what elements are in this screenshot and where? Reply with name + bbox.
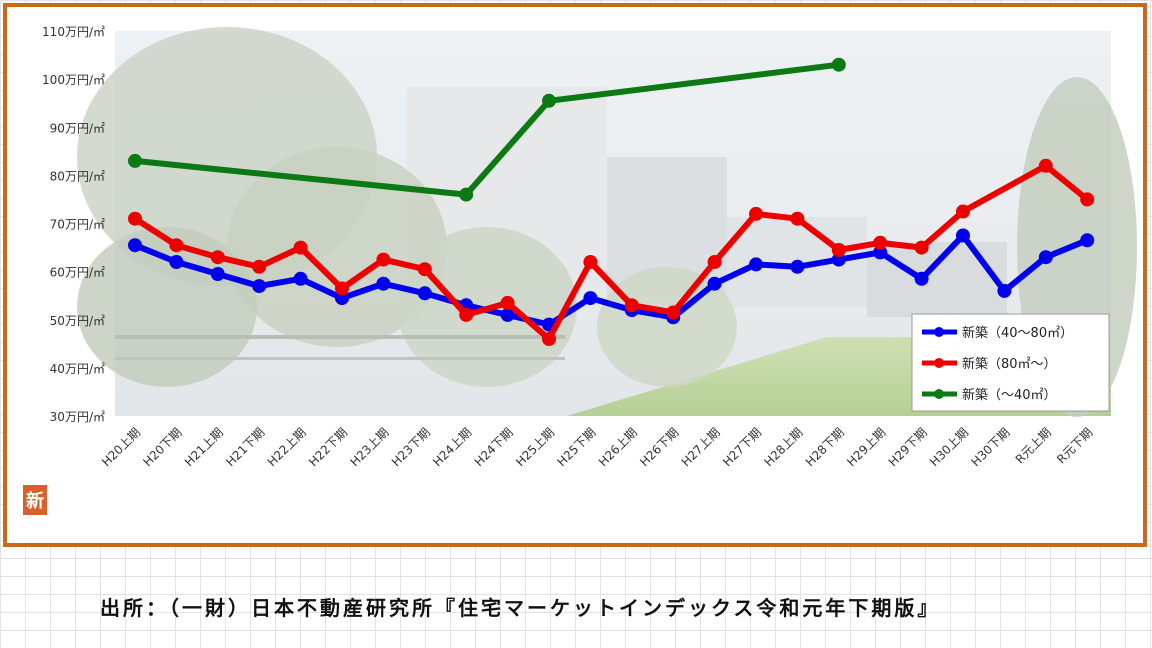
data-point: [583, 291, 598, 306]
data-point: [831, 57, 846, 72]
legend-label: 新築（40～80㎡）: [962, 325, 1073, 341]
y-axis-ticks: 30万円/㎡ 40万円/㎡ 50万円/㎡ 60万円/㎡ 70万円/㎡ 80万円/㎡ 90万円…: [42, 25, 105, 424]
data-point: [997, 283, 1012, 298]
x-tick-label: H28下期: [803, 425, 847, 469]
data-point: [335, 281, 349, 296]
x-tick-label: H25上期: [513, 425, 557, 469]
y-tick-label: 70万円/㎡: [50, 218, 105, 232]
data-point: [376, 276, 391, 291]
data-point: [459, 307, 474, 322]
data-point: [210, 267, 225, 281]
legend-marker: [934, 389, 944, 399]
data-point: [335, 291, 349, 306]
x-tick-label: H30下期: [968, 425, 1012, 469]
data-point: [790, 211, 805, 226]
data-point: [1038, 250, 1053, 265]
x-tick-label: H29上期: [844, 425, 888, 469]
x-tick-label: H24上期: [430, 425, 474, 469]
data-point: [873, 235, 888, 250]
x-tick-label: H23上期: [347, 425, 391, 469]
data-point: [417, 286, 432, 301]
data-point: [873, 245, 888, 260]
series-line: [132, 232, 1091, 328]
x-tick-label: H22下期: [306, 425, 350, 469]
x-tick-label: H20上期: [99, 425, 143, 469]
data-point: [542, 93, 556, 108]
legend-label: 新築（～40㎡）: [962, 387, 1057, 403]
data-point: [956, 228, 970, 243]
data-point: [914, 240, 929, 255]
y-tick-label: 80万円/㎡: [50, 169, 105, 183]
data-point: [128, 238, 142, 253]
x-tick-label: H29下期: [886, 425, 930, 469]
data-point: [1038, 158, 1053, 173]
data-point: [831, 252, 846, 267]
y-tick-label: 30万円/㎡: [50, 410, 105, 424]
x-tick-label: H23下期: [389, 425, 433, 469]
data-point: [252, 259, 267, 274]
series-layer: [128, 57, 1095, 346]
y-tick-label: 40万円/㎡: [50, 362, 105, 376]
legend-label: 新築（80㎡～）: [962, 356, 1057, 372]
y-tick-label: 50万円/㎡: [50, 314, 105, 328]
data-point: [500, 295, 515, 310]
x-tick-label: H30上期: [927, 425, 971, 469]
data-point: [956, 204, 970, 219]
data-point: [500, 307, 515, 322]
data-point: [417, 262, 432, 277]
data-point: [624, 298, 639, 313]
data-point: [707, 276, 722, 291]
legend-marker: [934, 327, 944, 337]
y-tick-label: 100万円/㎡: [42, 73, 105, 87]
data-point: [666, 305, 681, 320]
line-chart: 30万円/㎡ 40万円/㎡ 50万円/㎡ 60万円/㎡ 70万円/㎡ 80万円/㎡ 90万円…: [42, 25, 1137, 469]
chart-frame: 30万円/㎡ 40万円/㎡ 50万円/㎡ 60万円/㎡ 70万円/㎡ 80万円/㎡ 90万円…: [3, 3, 1147, 547]
data-point: [252, 279, 267, 294]
x-tick-label: H27下期: [720, 425, 764, 469]
data-point: [707, 255, 722, 269]
data-point: [210, 250, 225, 265]
data-point: [542, 332, 556, 346]
y-tick-label: 60万円/㎡: [50, 266, 105, 280]
x-tick-label: R元下期: [1054, 425, 1095, 466]
data-point: [459, 187, 474, 202]
x-tick-label: H27上期: [679, 425, 723, 469]
data-point: [128, 211, 142, 226]
x-axis-ticks: H20上期H20下期H21上期H21下期H22上期H22下期H23上期H23下期…: [99, 425, 1095, 469]
series-line: [132, 61, 842, 198]
data-point: [831, 243, 846, 257]
x-tick-label: H25下期: [554, 425, 598, 469]
x-tick-label: H22上期: [265, 425, 309, 469]
data-point: [914, 271, 929, 286]
data-point: [169, 238, 184, 253]
data-point: [128, 153, 142, 168]
x-tick-label: H28上期: [761, 425, 805, 469]
data-point: [749, 206, 763, 221]
data-point: [1080, 233, 1095, 248]
source-caption: 出所：（一財）日本不動産研究所『住宅マーケットインデックス令和元年下期版』: [100, 596, 941, 620]
data-point: [293, 271, 308, 286]
y-tick-label: 110万円/㎡: [42, 25, 105, 39]
data-point: [1080, 192, 1095, 207]
legend: 新築（40～80㎡） 新築（80㎡～） 新築（～40㎡）: [911, 313, 1110, 412]
x-tick-label: H26上期: [596, 425, 640, 469]
logo-icon: 新: [23, 485, 47, 515]
data-point: [293, 240, 308, 255]
y-tick-label: 90万円/㎡: [50, 121, 105, 135]
legend-marker: [934, 358, 944, 368]
data-point: [749, 257, 763, 272]
data-point: [583, 255, 598, 269]
x-tick-label: H21上期: [182, 425, 226, 469]
x-tick-label: H21下期: [223, 425, 267, 469]
data-point: [376, 252, 391, 267]
x-tick-label: H24下期: [472, 425, 516, 469]
data-point: [790, 259, 805, 274]
x-tick-label: H20下期: [140, 425, 184, 469]
x-tick-label: H26下期: [637, 425, 681, 469]
data-point: [169, 255, 184, 269]
x-tick-label: R元上期: [1013, 425, 1054, 466]
